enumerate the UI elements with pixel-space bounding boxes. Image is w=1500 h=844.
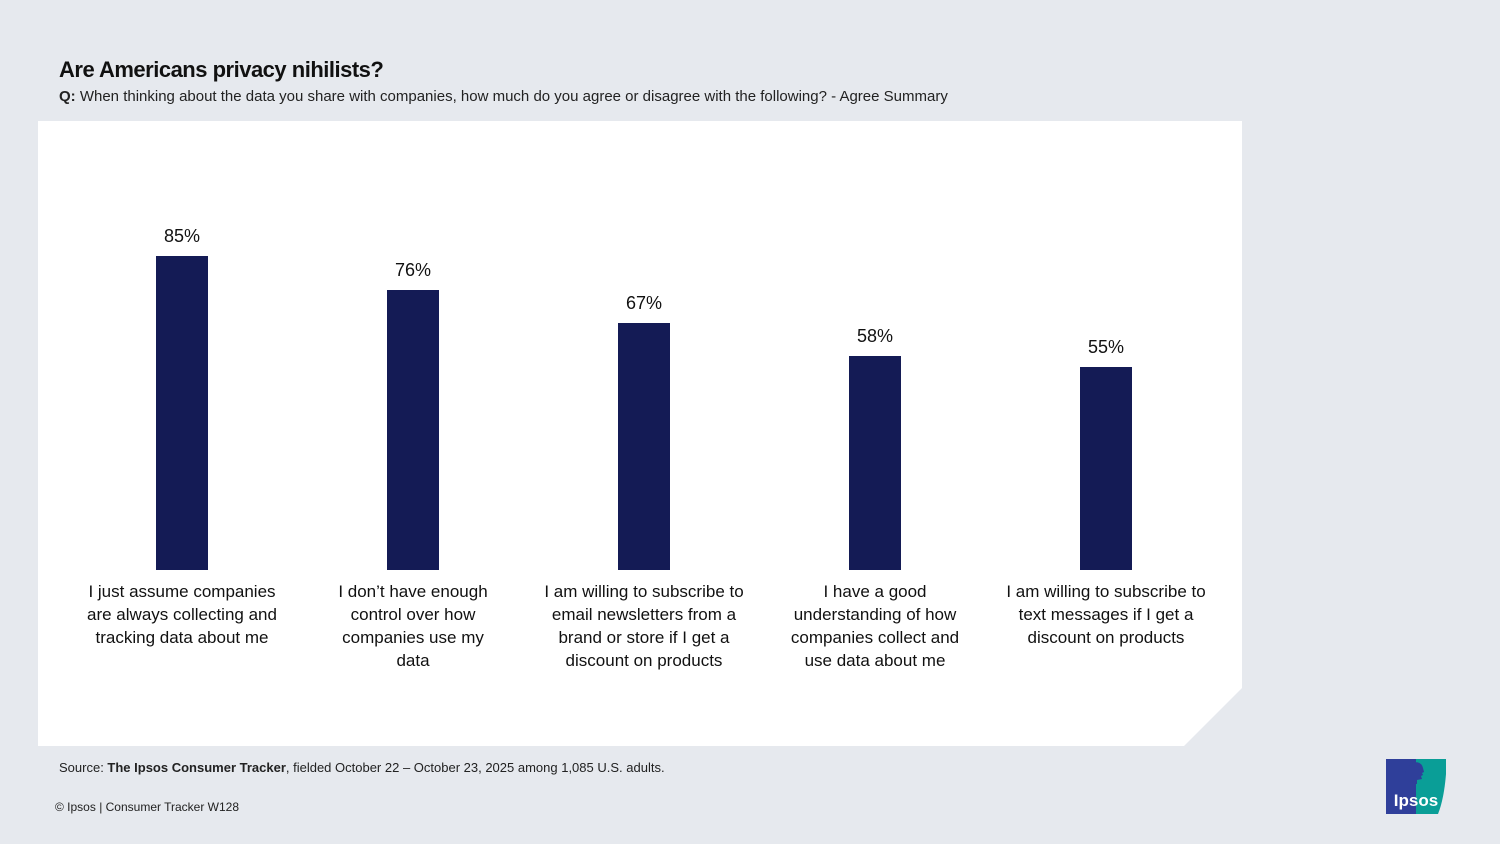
- category-label: I just assume companies are always colle…: [87, 582, 277, 647]
- question-subtitle: Q: When thinking about the data you shar…: [59, 88, 948, 105]
- category-label: I am willing to subscribe to text messag…: [1006, 582, 1206, 647]
- data-label: 58%: [856, 325, 894, 346]
- bar: [1080, 367, 1132, 570]
- bar: [387, 289, 439, 570]
- data-label: 76%: [394, 259, 432, 280]
- page-title: Are Americans privacy nihilists?: [59, 57, 384, 82]
- question-text: When thinking about the data you share w…: [79, 88, 948, 105]
- copyright: © Ipsos | Consumer Tracker W128: [55, 800, 240, 814]
- bar: [156, 256, 208, 570]
- svg-text:Ipsos: Ipsos: [1394, 791, 1438, 810]
- category-label: I am willing to subscribe to email newsl…: [544, 582, 744, 670]
- data-label: 85%: [163, 226, 201, 247]
- source-details: , fielded October 22 – October 23, 2025 …: [285, 760, 665, 775]
- chart-panel: 85% I just assume companies are always co…: [38, 121, 1242, 746]
- source-note: Source: The Ipsos Consumer Tracker, fiel…: [59, 760, 665, 775]
- ipsos-logo: Ipsos: [1386, 759, 1446, 814]
- data-label: 67%: [625, 292, 663, 313]
- question-prefix: Q:: [59, 88, 76, 105]
- category-label: I don’t have enough control over how com…: [338, 582, 488, 670]
- data-label: 55%: [1087, 337, 1125, 358]
- bar: [849, 355, 901, 570]
- category-label: I have a good understanding of how compa…: [790, 582, 960, 670]
- bar: [618, 322, 670, 570]
- source-name: The Ipsos Consumer Tracker: [107, 760, 286, 775]
- source-prefix: Source:: [59, 760, 108, 775]
